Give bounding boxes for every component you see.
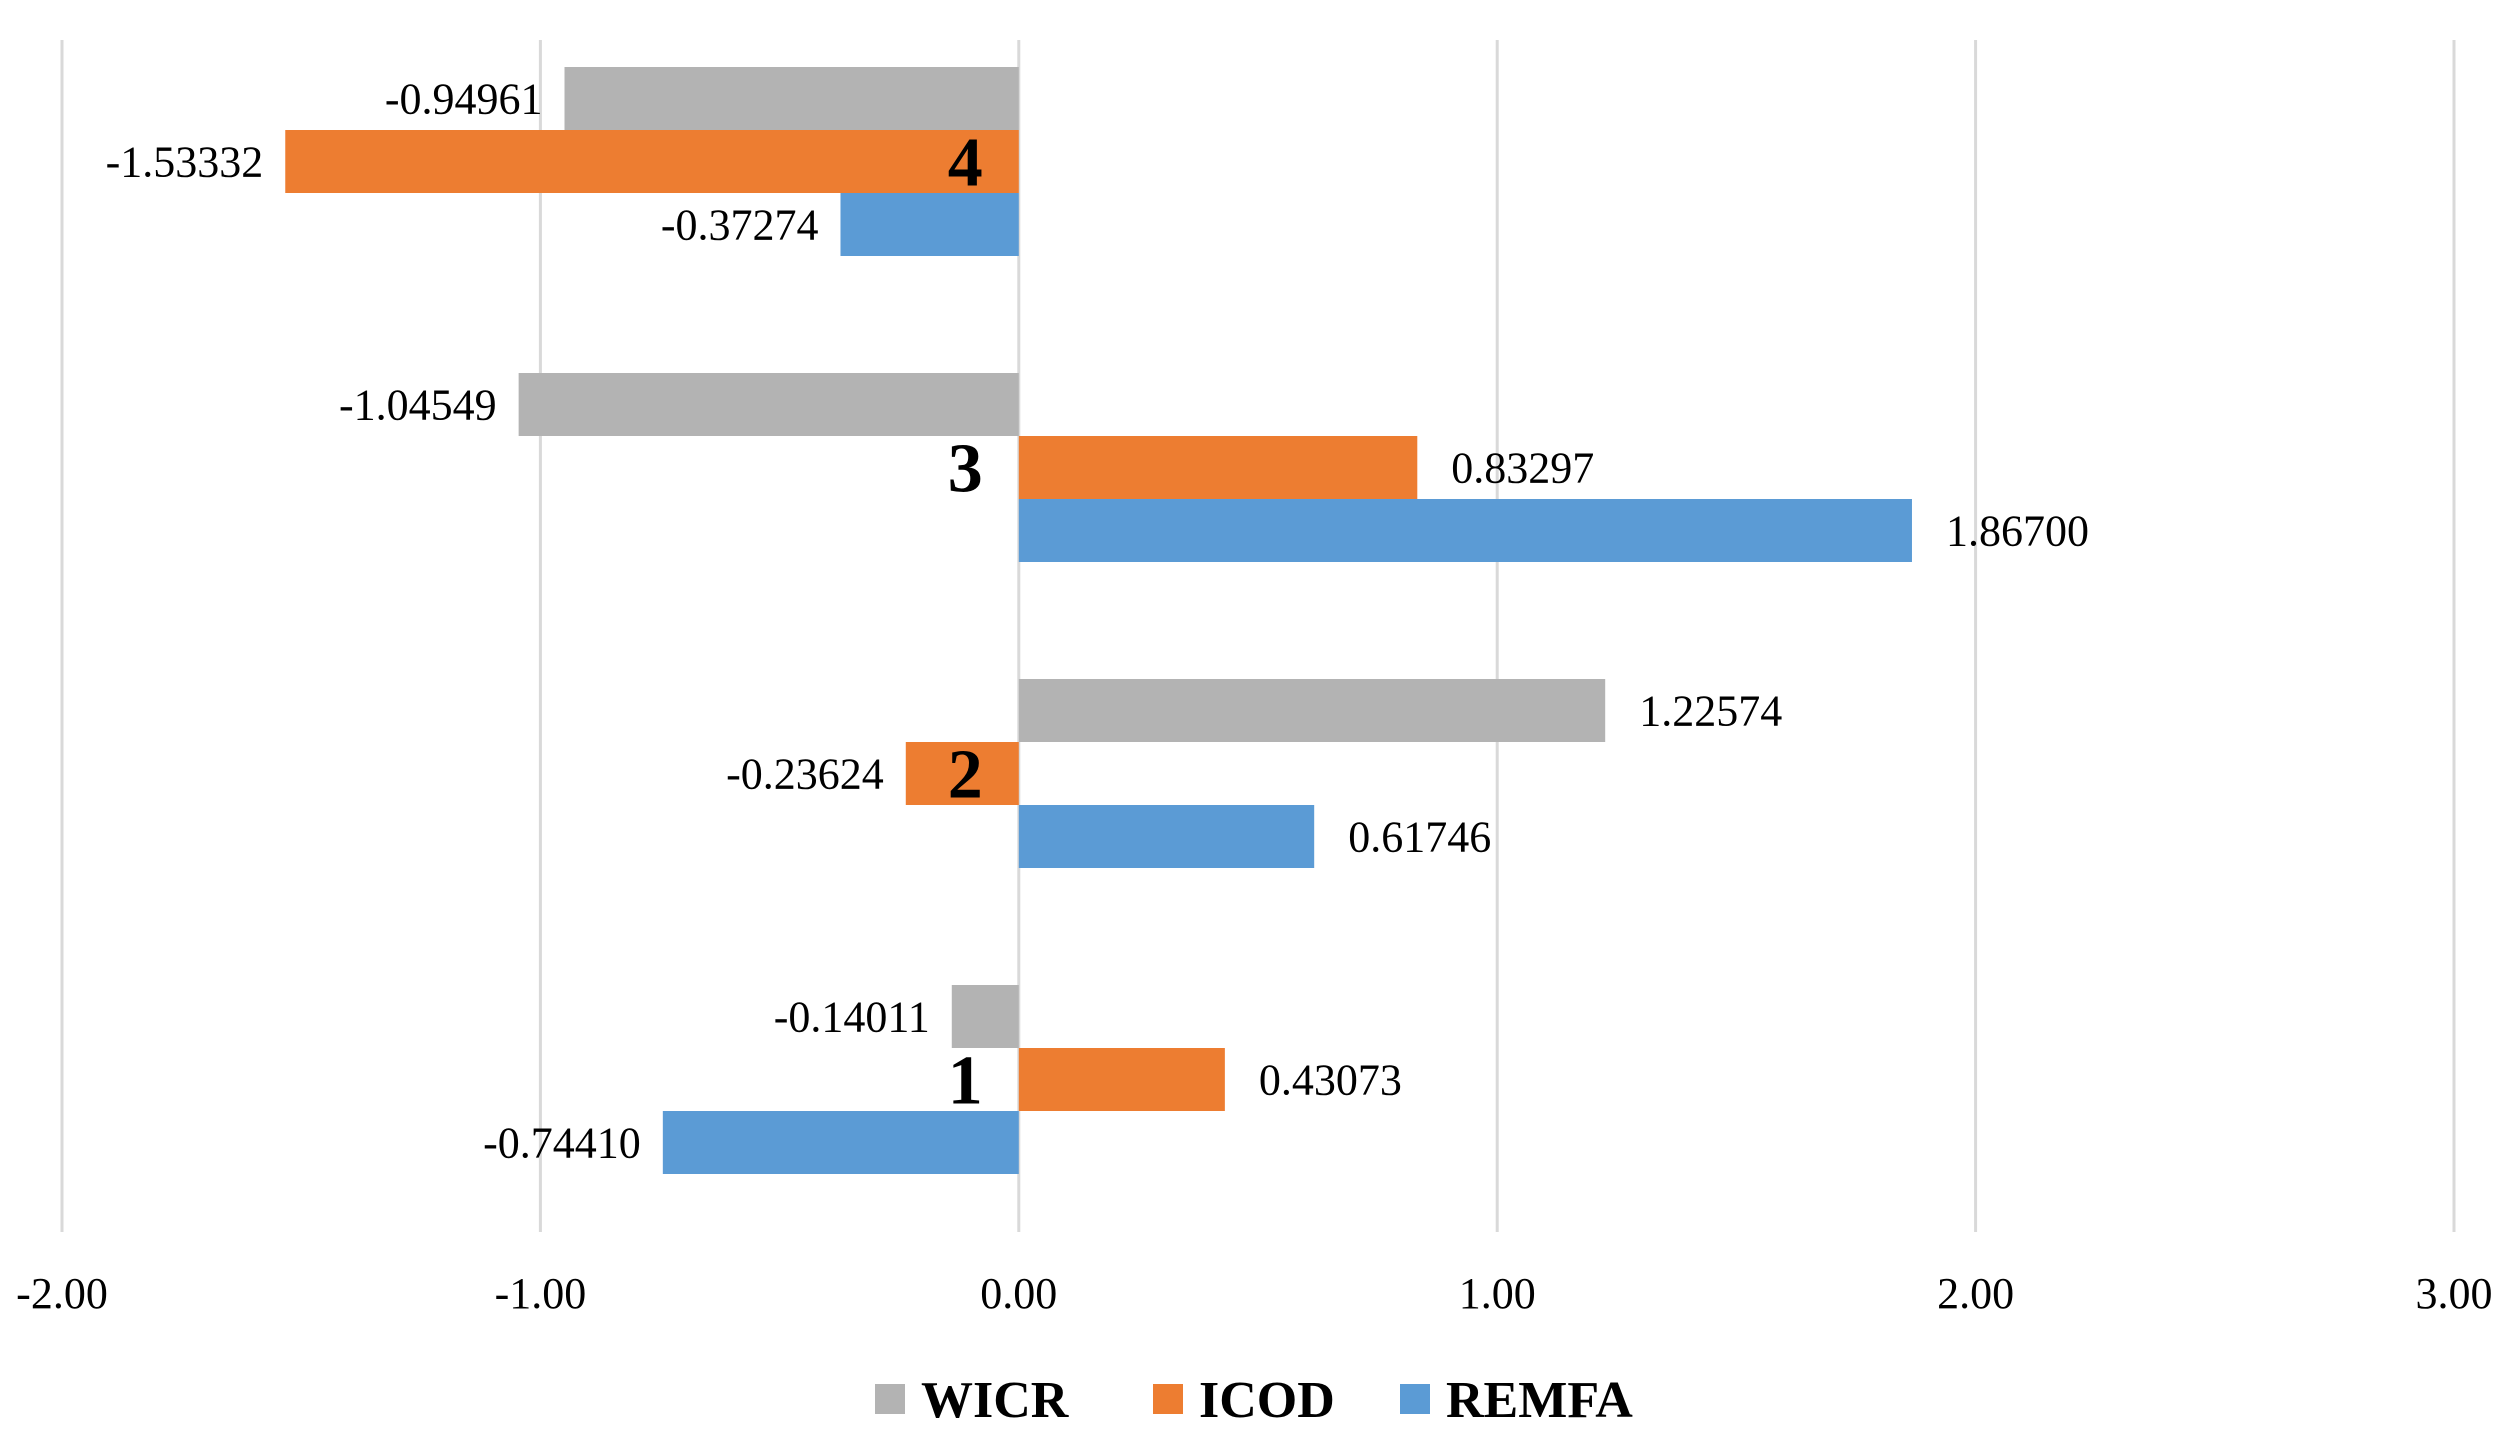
x-tick-label: -1.00 [495,1269,587,1318]
category-label-1: 1 [948,1043,983,1120]
data-label-wicr-2: 1.22574 [1639,687,1782,736]
bar-wicr-3 [518,373,1019,436]
data-label-wicr-3: -1.04549 [339,381,497,430]
bar-remfa-3 [1018,499,1912,562]
data-label-icod-4: -1.53332 [106,138,264,187]
x-tick-label: 0.00 [980,1269,1057,1318]
bars [285,67,1912,1174]
x-axis-ticks: -2.00 -1.00 0.00 1.00 2.00 3.00 [16,1269,2492,1318]
category-label-4: 4 [948,125,983,202]
bar-icod-4 [285,130,1019,193]
data-label-icod-2: -0.23624 [726,750,884,799]
legend-swatch-icod [1153,1384,1183,1414]
bar-wicr-1 [951,985,1019,1048]
x-tick-label: 2.00 [1937,1269,2014,1318]
data-labels: -0.14011 0.43073 -0.74410 1.22574 -0.23624 0.… [106,75,2089,1168]
bar-icod-3 [1018,436,1418,499]
data-label-remfa-4: -0.37274 [661,201,819,250]
bar-icod-1 [1018,1048,1225,1111]
data-label-wicr-4: -0.94961 [385,75,543,124]
x-tick-label: 1.00 [1459,1269,1536,1318]
category-label-3: 3 [948,431,983,508]
data-label-icod-3: 0.83297 [1451,444,1594,493]
gridlines [60,40,2456,1232]
legend-label-icod: ICOD [1199,1372,1335,1429]
legend: WICR ICOD REMFA [875,1372,1633,1429]
legend-label-remfa: REMFA [1446,1372,1633,1429]
legend-swatch-wicr [875,1384,905,1414]
legend-swatch-remfa [1400,1384,1430,1414]
bar-remfa-2 [1018,805,1315,868]
data-label-remfa-3: 1.86700 [1946,507,2089,556]
x-tick-label: 3.00 [2416,1269,2493,1318]
data-label-wicr-1: -0.14011 [774,993,930,1042]
data-label-remfa-1: -0.74410 [483,1119,641,1168]
bar-remfa-4 [840,193,1019,256]
legend-label-wicr: WICR [921,1372,1070,1429]
bar-remfa-1 [662,1111,1019,1174]
category-labels: 1 2 3 4 [948,125,983,1120]
bar-wicr-2 [1018,679,1606,742]
data-label-icod-1: 0.43073 [1259,1056,1402,1105]
x-tick-label: -2.00 [16,1269,108,1318]
bar-wicr-4 [564,67,1019,130]
data-label-remfa-2: 0.61746 [1348,813,1491,862]
bar-icod-2 [905,742,1019,805]
category-label-2: 2 [948,737,983,814]
